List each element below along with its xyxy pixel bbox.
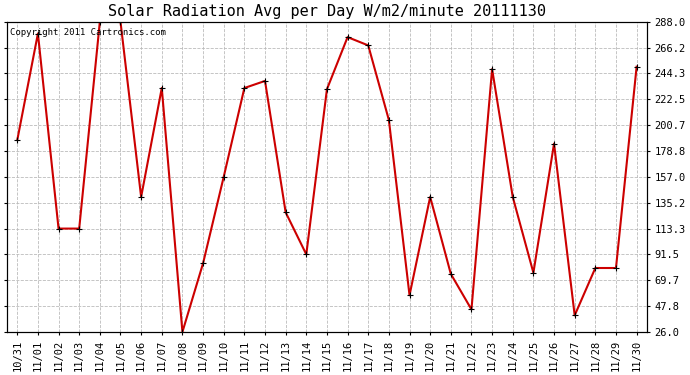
Text: Copyright 2011 Cartronics.com: Copyright 2011 Cartronics.com <box>10 28 166 37</box>
Title: Solar Radiation Avg per Day W/m2/minute 20111130: Solar Radiation Avg per Day W/m2/minute … <box>108 4 546 19</box>
